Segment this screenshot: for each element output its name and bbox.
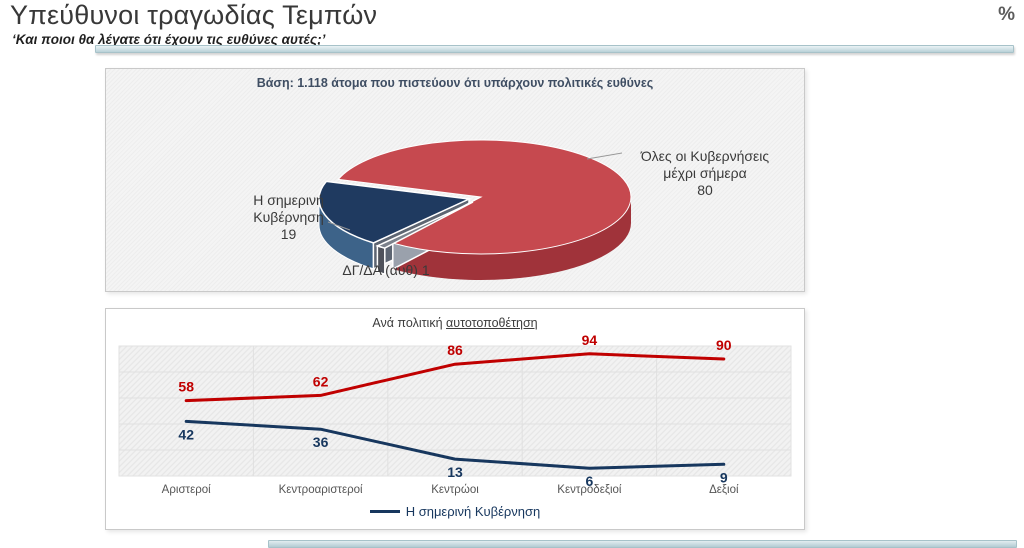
pie-chart-panel: Βάση: 1.118 άτομα που πιστεύουν ότι υπάρ… bbox=[105, 68, 805, 292]
line-chart-title: Ανά πολιτική αυτοτοποθέτηση bbox=[106, 316, 804, 330]
header-divider-bar bbox=[95, 45, 1014, 53]
pie-label-line: Η σημερινή bbox=[253, 192, 324, 208]
data-label: 36 bbox=[313, 434, 329, 450]
pie-label-line: μέχρι σήμερα bbox=[663, 165, 747, 181]
pie-value: 80 bbox=[697, 182, 713, 198]
data-label: 42 bbox=[178, 426, 194, 442]
base-note: Βάση: 1.118 άτομα που πιστεύουν ότι υπάρ… bbox=[256, 76, 654, 90]
category-label: Κεντρώοι bbox=[431, 484, 479, 496]
data-label: 62 bbox=[313, 373, 329, 389]
line-chart-svg: Αριστεροί Κεντροαριστεροί Κεντρώοι Κεντροδε… bbox=[118, 332, 792, 496]
page-title: Υπεύθυνοι τραγωδίας Τεμπών bbox=[10, 0, 378, 30]
pie-value: 19 bbox=[280, 226, 297, 242]
legend-label: Η σημερινή Κυβέρνηση bbox=[405, 504, 541, 519]
data-label: 86 bbox=[447, 342, 463, 358]
category-label: Δεξιοί bbox=[709, 484, 739, 496]
data-label: 94 bbox=[582, 332, 598, 348]
line-title-underlined: αυτοτοποθέτηση bbox=[446, 316, 538, 330]
pie-label-line: Κυβέρνηση bbox=[253, 209, 324, 225]
category-label: Κεντροαριστεροί bbox=[279, 484, 363, 496]
series-line bbox=[184, 419, 726, 470]
data-label: 58 bbox=[178, 379, 194, 395]
series-line bbox=[184, 352, 726, 403]
pie-side-all-governments bbox=[392, 197, 631, 280]
pie-label-all-governments: Όλες οι Κυβερνήσεις μέχρι σήμερα 80 bbox=[585, 148, 825, 199]
data-label: 6 bbox=[586, 473, 594, 489]
data-label: 13 bbox=[447, 464, 463, 480]
pie-label-current-government: Η σημερινή Κυβέρνηση 19 bbox=[236, 192, 341, 243]
data-label: 90 bbox=[716, 337, 732, 353]
pie-label-line: Όλες οι Κυβερνήσεις bbox=[640, 148, 770, 164]
footer-divider-bar bbox=[268, 540, 1017, 548]
leader-line-current-government bbox=[327, 221, 351, 231]
category-label: Κεντροδεξιοί bbox=[557, 484, 622, 496]
plot-area bbox=[118, 345, 792, 477]
legend-line-swatch bbox=[369, 510, 400, 513]
legend: Η σημερινή Κυβέρνηση bbox=[106, 504, 804, 519]
data-label: 9 bbox=[720, 469, 728, 485]
pie-value: 1 bbox=[421, 262, 430, 278]
pie-slice-dk-na bbox=[375, 201, 474, 249]
pie-slice-current-government bbox=[318, 180, 472, 244]
line-title-prefix: Ανά πολιτική bbox=[372, 316, 443, 330]
line-chart-panel: Ανά πολιτική αυτοτοποθέτηση Αριστεροί Κεν… bbox=[105, 308, 805, 530]
pie-label-text: ΔΓ/ΔΑ (αυθ) bbox=[342, 262, 418, 278]
category-label: Αριστεροί bbox=[162, 484, 211, 496]
percent-unit-label: % bbox=[998, 4, 1015, 25]
page-subtitle: ‘Και ποιοι θα λέγατε ότι έχουν τις ευθύν… bbox=[12, 32, 326, 47]
pie-slice-all-governments bbox=[337, 139, 632, 255]
pie-label-dk-na: ΔΓ/ΔΑ (αυθ) 1 bbox=[306, 262, 466, 279]
leader-line-all-governments bbox=[586, 152, 623, 160]
pie-chart-svg bbox=[318, 139, 632, 280]
